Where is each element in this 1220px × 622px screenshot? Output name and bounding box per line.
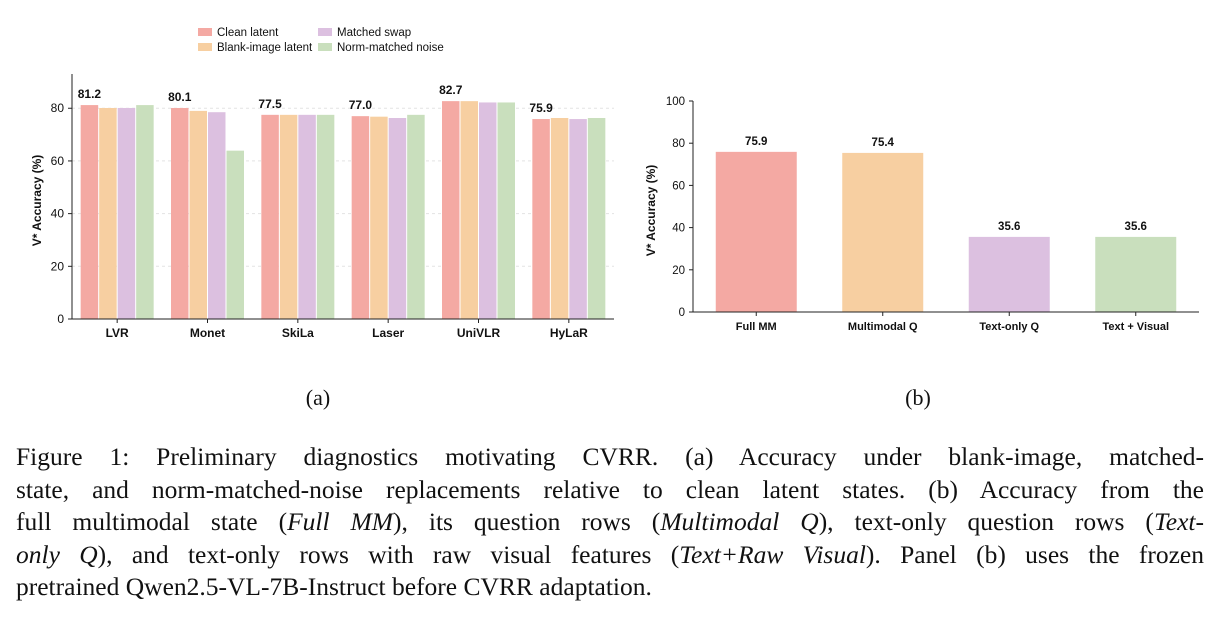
bar [497, 102, 515, 319]
bar [316, 114, 335, 319]
caption-text: ). Panel (b) uses the frozen [865, 539, 1204, 569]
chart-a: 81.2 LVR 80.1 Monet 77.5 SkiLa 77.0 Laser 82.7 Un… [30, 27, 614, 340]
bar [532, 119, 550, 319]
bar [351, 116, 370, 319]
bar [189, 110, 207, 320]
legend-label: Matched swap [337, 27, 411, 39]
data-label: 82.7 [439, 83, 463, 97]
caption-text: full multimodal state ( [16, 507, 288, 536]
x-tick-label: Text + Visual [1102, 321, 1169, 333]
x-tick-label: UniVLR [457, 326, 501, 340]
y-tick-label: 20 [672, 265, 685, 277]
x-tick-label: Laser [372, 326, 404, 340]
data-label: 81.2 [78, 87, 102, 101]
y-tick-label: 0 [57, 312, 64, 326]
caption-text: state, and norm-matched-noise replacemen… [16, 474, 1204, 504]
x-tick-label: Text-only Q [979, 321, 1039, 333]
data-label: 80.1 [168, 90, 192, 104]
caption-text: ), its question rows ( [393, 507, 661, 536]
bar [442, 101, 460, 320]
panel-b-label: (b) [905, 385, 931, 410]
legend-label: Blank-image latent [217, 42, 313, 54]
caption-text: pretrained Qwen2.5-VL-7B-Instruct before… [16, 572, 652, 601]
x-tick-label: Full MM [736, 321, 777, 333]
panel-a-label: (a) [306, 385, 330, 410]
caption-italic: only Q [16, 539, 98, 569]
caption-line: pretrained Qwen2.5-VL-7B-Instruct before… [16, 571, 1204, 604]
caption-line: only Q), and text-only rows with raw vis… [16, 539, 1204, 572]
y-tick-label: 40 [672, 223, 685, 235]
bar [80, 105, 99, 319]
data-label: 75.4 [872, 137, 895, 149]
bar [279, 114, 298, 319]
y-axis-label: V* Accuracy (%) [644, 165, 658, 257]
bar [842, 152, 924, 312]
bar [968, 236, 1050, 312]
x-tick-label: HyLaR [550, 326, 588, 340]
data-label: 75.9 [745, 136, 767, 148]
y-tick-label: 80 [51, 101, 65, 115]
y-tick-label: 80 [672, 138, 685, 150]
bar [550, 117, 569, 319]
caption-text: ), and text-only rows with raw visual fe… [97, 539, 680, 569]
chart-b: 75.9 Full MM 75.4 Multimodal Q 35.6 Text-only… [644, 96, 1199, 333]
y-tick-label: 60 [672, 180, 685, 192]
data-label: 35.6 [1125, 221, 1147, 233]
data-label: 77.0 [349, 98, 373, 112]
bar [587, 117, 606, 319]
caption-line: state, and norm-matched-noise replacemen… [16, 474, 1204, 507]
caption-italic: Multimodal Q [660, 507, 819, 536]
caption-italic: Text+Raw Visual [679, 539, 866, 569]
data-label: 35.6 [998, 221, 1020, 233]
bar [261, 114, 279, 319]
bar [226, 150, 244, 319]
bar [715, 151, 797, 312]
caption-line: Figure 1: Preliminary diagnostics motiva… [16, 441, 1204, 474]
bar [298, 114, 316, 319]
caption-italic: Full MM [287, 507, 394, 536]
bar [136, 105, 154, 319]
x-tick-label: Monet [190, 326, 225, 340]
data-label: 77.5 [258, 97, 282, 111]
legend-label: Norm-matched noise [337, 42, 444, 54]
bar [388, 117, 407, 319]
figure-caption: Figure 1: Preliminary diagnostics motiva… [16, 441, 1204, 604]
x-tick-label: Multimodal Q [848, 321, 918, 333]
bar [370, 116, 388, 319]
bar [208, 112, 226, 320]
bar [407, 114, 425, 319]
x-tick-label: LVR [106, 326, 129, 340]
legend-label: Clean latent [217, 27, 279, 39]
y-tick-label: 20 [51, 259, 65, 273]
bar [479, 102, 497, 319]
legend-swatch [198, 43, 212, 51]
y-tick-label: 40 [51, 207, 65, 221]
caption-text: ), text-only question rows ( [818, 507, 1154, 536]
bar [569, 119, 587, 319]
bar [171, 107, 189, 319]
y-tick-label: 100 [666, 96, 685, 108]
bar [99, 107, 117, 319]
bar [1095, 236, 1177, 312]
caption-text: Figure 1: Preliminary diagnostics motiva… [16, 442, 1204, 471]
caption-line: full multimodal state (Full MM), its que… [16, 506, 1204, 539]
legend-swatch [318, 43, 332, 51]
legend-swatch [318, 28, 332, 36]
bar [117, 107, 136, 319]
caption-italic: Text- [1153, 507, 1204, 536]
y-axis-label: V* Accuracy (%) [30, 155, 44, 247]
legend-swatch [198, 28, 212, 36]
x-tick-label: SkiLa [282, 326, 314, 340]
y-tick-label: 0 [679, 307, 685, 319]
bar [460, 101, 478, 320]
y-tick-label: 60 [51, 154, 65, 168]
data-label: 75.9 [529, 101, 553, 115]
